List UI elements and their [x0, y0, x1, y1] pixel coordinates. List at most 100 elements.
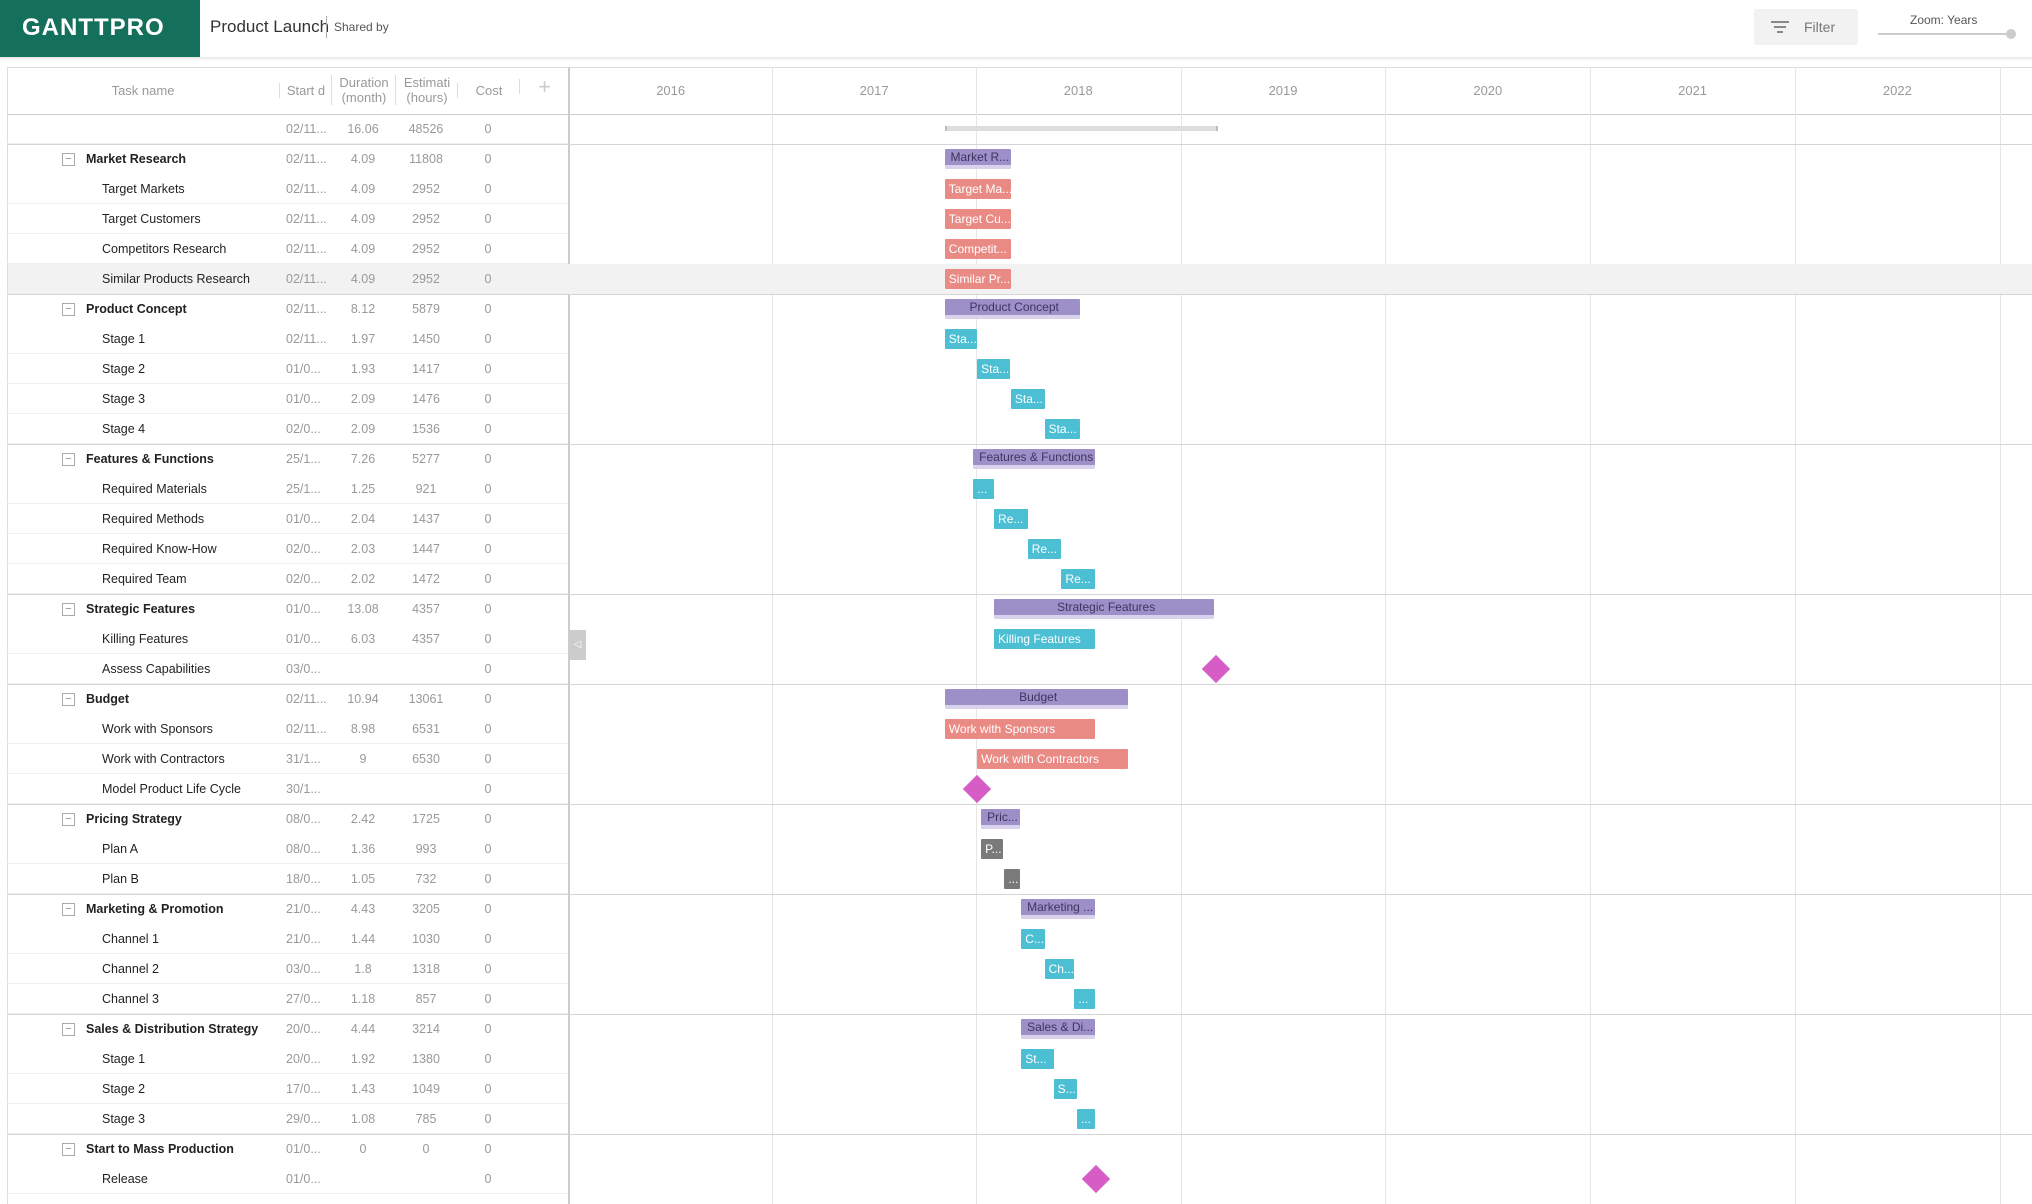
row-line: [7, 293, 568, 294]
task-name[interactable]: Release: [102, 1172, 148, 1186]
task-name[interactable]: Work with Contractors: [102, 752, 225, 766]
task-bar[interactable]: ...: [1076, 1109, 1096, 1129]
task-name[interactable]: Competitors Research: [102, 242, 227, 256]
collapse-box[interactable]: −: [62, 153, 75, 166]
task-bar[interactable]: Sta...: [977, 359, 1010, 379]
row-line: [7, 503, 568, 504]
task-bar[interactable]: Sta...: [1010, 389, 1045, 409]
group-bar[interactable]: Sales & Di...: [1021, 1019, 1096, 1039]
task-bar[interactable]: ...: [1004, 869, 1020, 889]
task-name[interactable]: Channel 2: [102, 962, 159, 976]
collapse-box[interactable]: −: [62, 603, 75, 616]
task-name[interactable]: Target Customers: [102, 212, 201, 226]
task-name[interactable]: Required Know-How: [102, 542, 217, 556]
zoom-handle[interactable]: [2006, 29, 2016, 39]
task-name[interactable]: Stage 3: [102, 392, 146, 406]
task-name[interactable]: Features & Functions: [86, 452, 214, 466]
group-bar[interactable]: Marketing ...: [1021, 899, 1096, 919]
task-bar[interactable]: ...: [1074, 989, 1096, 1009]
task-name[interactable]: Start to Mass Production: [86, 1142, 234, 1156]
task-bar[interactable]: Similar Pr...: [944, 269, 1011, 289]
task-name[interactable]: Required Team: [102, 572, 187, 586]
task-bar[interactable]: Re...: [994, 509, 1028, 529]
collapse-box[interactable]: −: [62, 453, 75, 466]
task-name[interactable]: Assess Capabilities: [102, 662, 211, 676]
collapse-box[interactable]: −: [62, 813, 75, 826]
row-separator: [7, 804, 2032, 805]
task-name[interactable]: Pricing Strategy: [86, 812, 182, 826]
task-name[interactable]: Similar Products Research: [102, 272, 250, 286]
task-bar[interactable]: Re...: [1027, 539, 1062, 559]
task-name[interactable]: Stage 3: [102, 1112, 146, 1126]
collapse-box[interactable]: −: [62, 1143, 75, 1156]
task-bar[interactable]: Target Cu...: [944, 209, 1011, 229]
estimate: 2952: [412, 212, 440, 226]
group-bar[interactable]: Strategic Features: [994, 599, 1215, 619]
task-name[interactable]: Work with Sponsors: [102, 722, 213, 736]
group-bar[interactable]: Budget: [944, 689, 1128, 709]
task-name[interactable]: Plan B: [102, 872, 139, 886]
group-bar[interactable]: Features & Functions: [973, 449, 1096, 469]
zoom-slider[interactable]: [1878, 33, 2013, 35]
collapse-handle[interactable]: ◁: [569, 630, 586, 660]
task-name[interactable]: Required Materials: [102, 482, 207, 496]
start-date: 01/0...: [286, 602, 321, 616]
estimate: 1318: [412, 962, 440, 976]
cost: 0: [484, 392, 492, 406]
task-bar[interactable]: Work with Sponsors: [944, 719, 1096, 739]
task-name[interactable]: Model Product Life Cycle: [102, 782, 241, 796]
task-name[interactable]: Stage 2: [102, 1082, 146, 1096]
collapse-box[interactable]: −: [62, 693, 75, 706]
add-column[interactable]: +: [519, 76, 569, 98]
task-name[interactable]: Sales & Distribution Strategy: [86, 1022, 259, 1036]
task-bar[interactable]: St...: [1021, 1049, 1054, 1069]
task-name[interactable]: Stage 1: [102, 1052, 146, 1066]
task-name[interactable]: Market Research: [86, 152, 187, 166]
shared-by[interactable]: Shared by: [334, 20, 389, 34]
group-bar[interactable]: Pric...: [981, 809, 1020, 829]
task-bar[interactable]: P...: [981, 839, 1004, 859]
cost: 0: [484, 572, 492, 586]
task-name[interactable]: Marketing & Promotion: [86, 902, 224, 916]
task-bar[interactable]: C...: [1021, 929, 1045, 949]
task-name[interactable]: Stage 4: [102, 422, 146, 436]
task-name[interactable]: Strategic Features: [86, 602, 196, 616]
year-line: [1385, 67, 1387, 1204]
filter-button[interactable]: Filter: [1754, 9, 1858, 45]
task-name[interactable]: Killing Features: [102, 632, 189, 646]
estimate: 1472: [412, 572, 440, 586]
estimate: 993: [415, 842, 437, 856]
milestone[interactable]: [1082, 1164, 1111, 1194]
task-name[interactable]: Budget: [86, 692, 130, 706]
task-bar[interactable]: Re...: [1061, 569, 1096, 589]
task-bar[interactable]: ...: [973, 479, 995, 499]
task-name[interactable]: Channel 3: [102, 992, 159, 1006]
duration: 1.93: [350, 362, 376, 376]
milestone[interactable]: [963, 774, 992, 804]
task-name[interactable]: Plan A: [102, 842, 139, 856]
task-bar[interactable]: Sta...: [1044, 419, 1080, 439]
task-name[interactable]: Stage 2: [102, 362, 146, 376]
task-name[interactable]: Product Concept: [86, 302, 187, 316]
task-bar[interactable]: Ch...: [1044, 959, 1075, 979]
task-bar[interactable]: Work with Contractors: [977, 749, 1128, 769]
task-name[interactable]: Stage 1: [102, 332, 146, 346]
task-name[interactable]: Channel 1: [102, 932, 159, 946]
collapse-box[interactable]: −: [62, 1023, 75, 1036]
task-bar[interactable]: Target Ma...: [944, 179, 1011, 199]
task-bar[interactable]: S...: [1053, 1079, 1077, 1099]
group-bar[interactable]: Market R...: [944, 149, 1011, 169]
milestone[interactable]: [1201, 654, 1230, 684]
group-bar[interactable]: Product Concept: [944, 299, 1080, 319]
task-bar[interactable]: Killing Features: [994, 629, 1096, 649]
estimate: 4357: [412, 602, 440, 616]
row-line: [7, 743, 568, 744]
task-bar[interactable]: Competit...: [944, 239, 1011, 259]
collapse-box[interactable]: −: [62, 303, 75, 316]
task-name[interactable]: Target Markets: [102, 182, 185, 196]
task-bar[interactable]: Sta...: [944, 329, 978, 349]
cost: 0: [484, 1112, 492, 1126]
task-name[interactable]: Required Methods: [102, 512, 205, 526]
collapse-box[interactable]: −: [62, 903, 75, 916]
project-title[interactable]: Product Launch: [210, 17, 330, 36]
